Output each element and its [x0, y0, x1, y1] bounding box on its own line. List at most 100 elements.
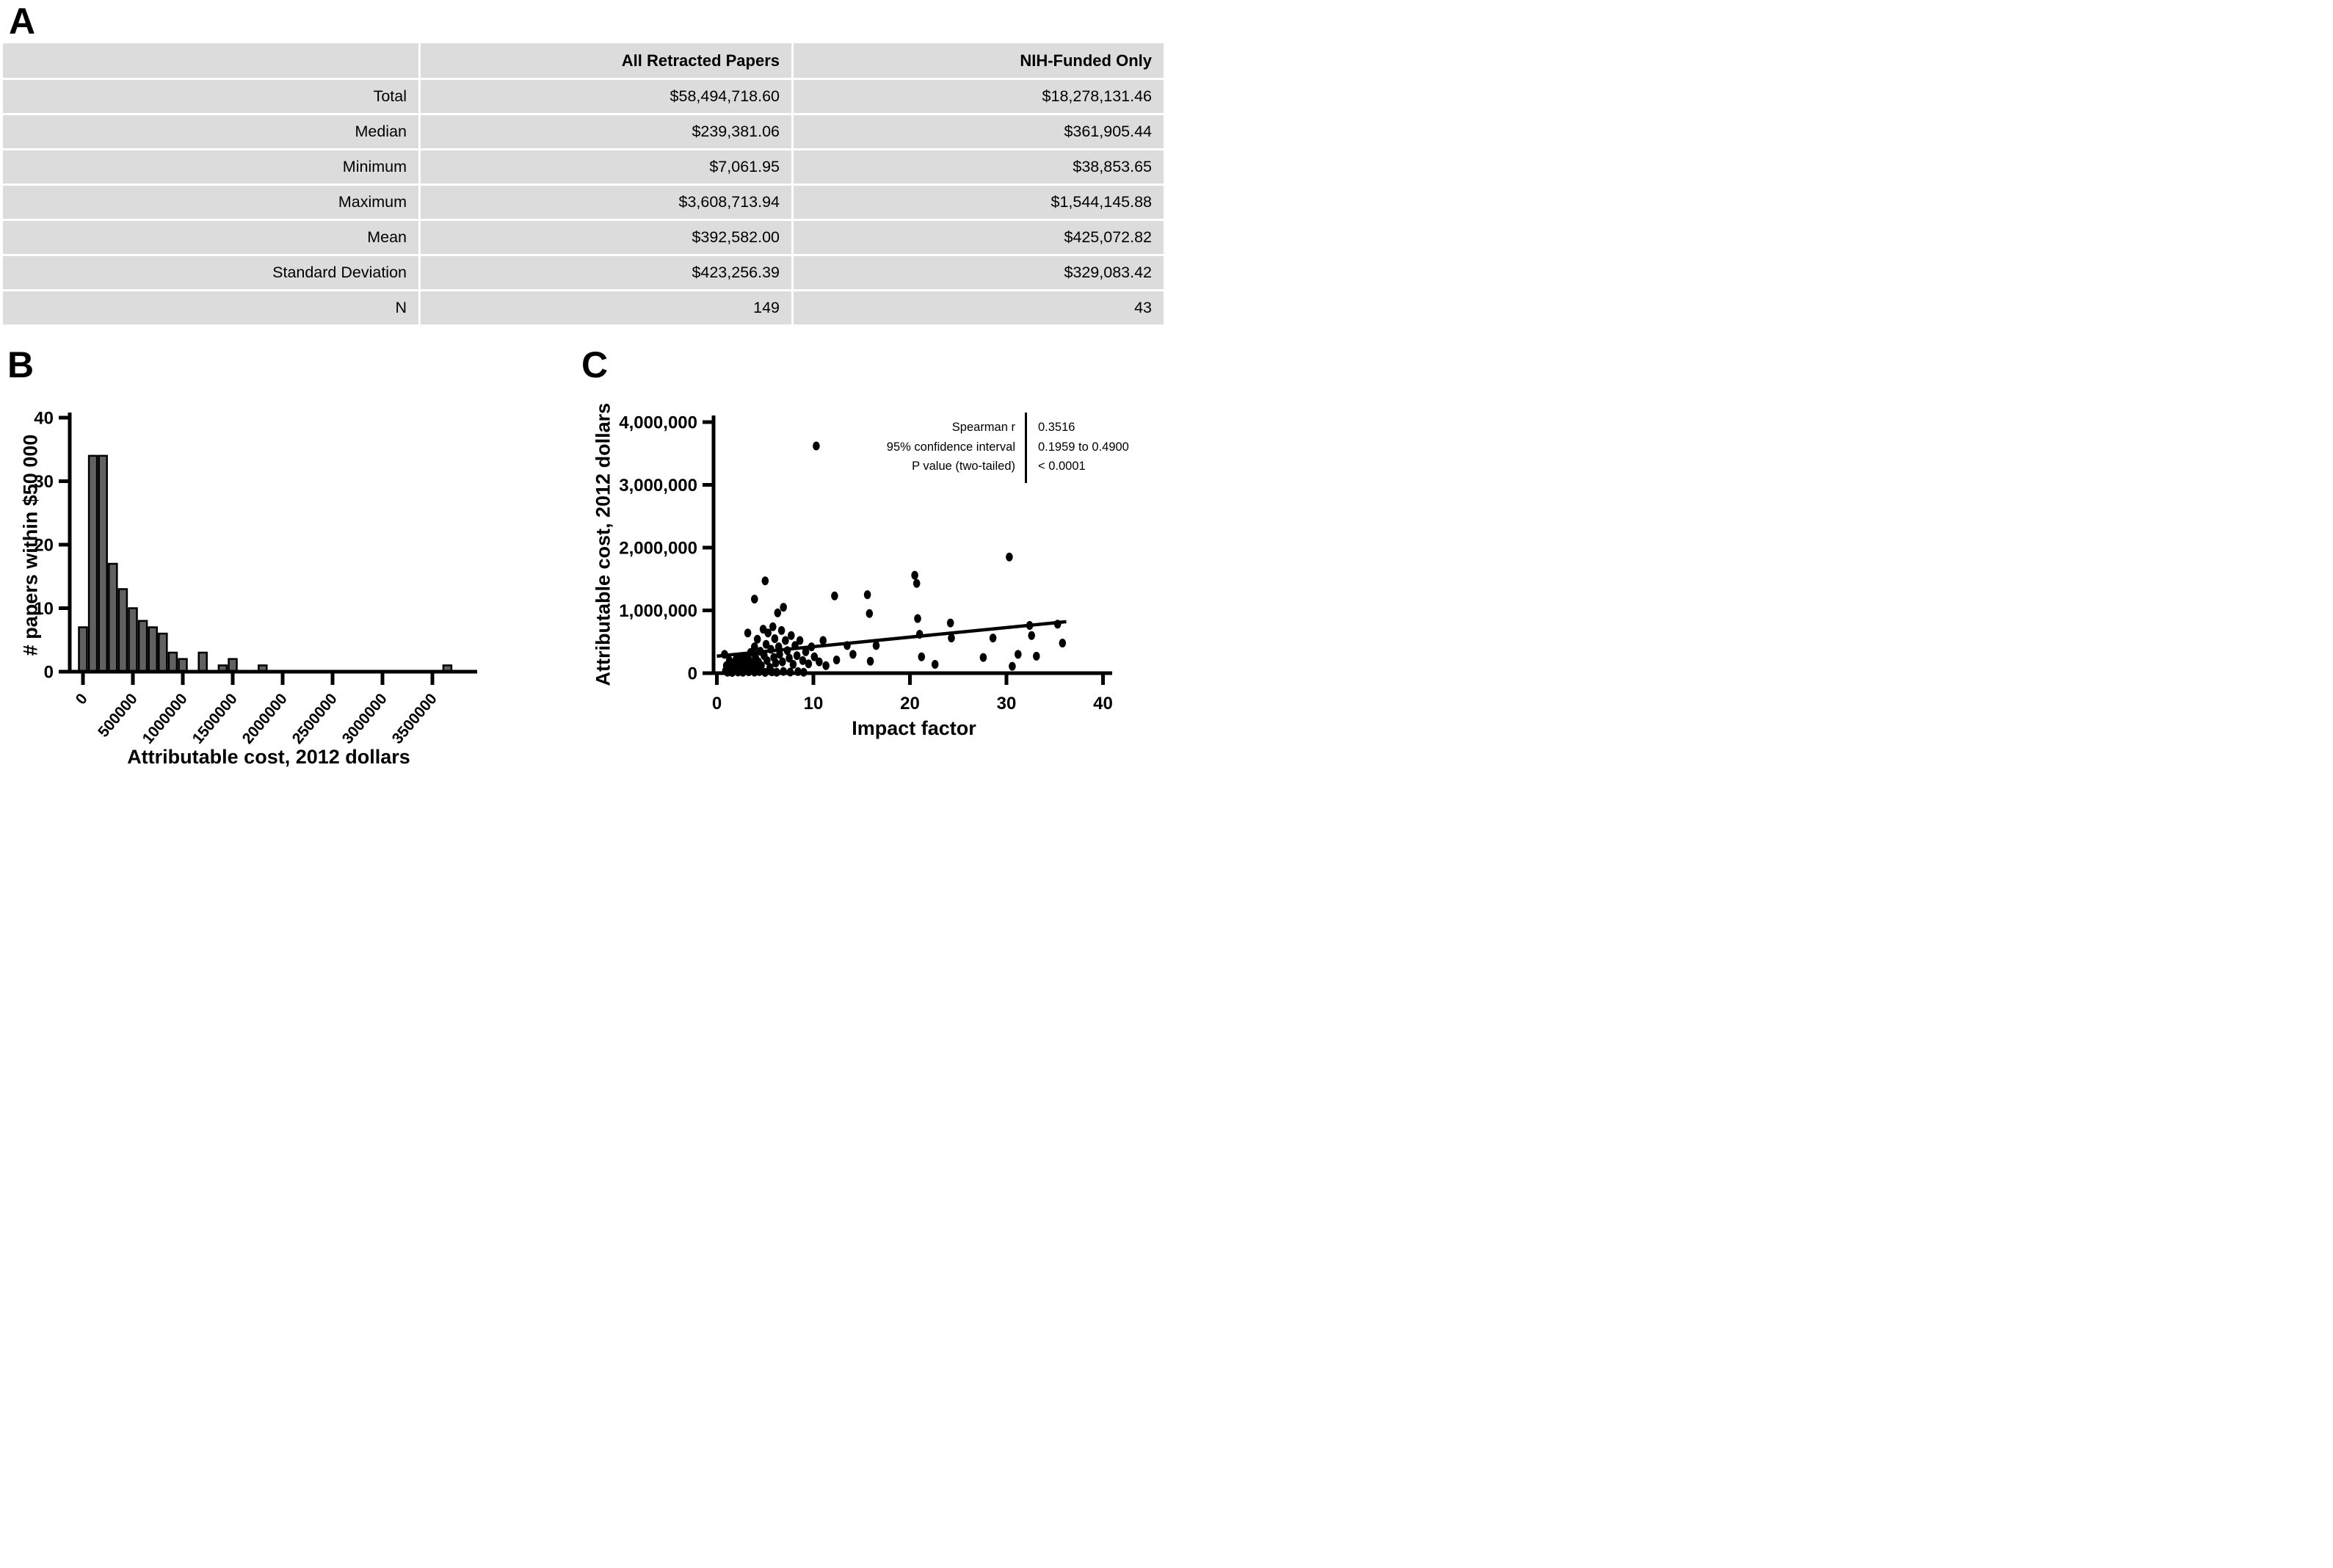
scatter-x-axis-title: Impact factor: [852, 717, 976, 739]
scatter-point: [863, 590, 871, 600]
scatter-point: [979, 653, 987, 662]
x-tick-label: 40: [1093, 694, 1113, 714]
scatter-point: [914, 614, 921, 623]
scatter-point: [946, 618, 954, 628]
y-tick-label: 30: [34, 472, 54, 492]
row-value-nih: $18,278,131.46: [794, 80, 1164, 113]
scatter-point: [802, 647, 810, 656]
scatter-point: [774, 642, 783, 652]
scatter-point: [931, 660, 939, 669]
scatter-point: [758, 661, 765, 670]
stat-spearman-value: 0.3516: [1038, 421, 1075, 434]
panel-a-letter: A: [9, 1, 36, 42]
y-tick-label: 40: [34, 409, 54, 429]
y-tick-label: 0: [688, 664, 697, 684]
scatter-point: [799, 656, 807, 665]
row-label: Maximum: [3, 186, 418, 219]
scatter-point: [767, 645, 774, 654]
y-tick-label: 4,000,000: [619, 413, 697, 433]
scatter-point: [772, 658, 780, 668]
trend-line: [716, 620, 1067, 658]
scatter-point: [822, 661, 830, 670]
table-row: Minimum $7,061.95 $38,853.65: [3, 150, 1164, 184]
scatter-point: [771, 634, 779, 643]
scatter-point: [783, 646, 791, 656]
scatter-point: [831, 591, 838, 600]
y-tick-label: 2,000,000: [619, 539, 697, 559]
scatter-point: [1015, 650, 1022, 659]
scatter-point: [776, 650, 783, 659]
scatter-point: [816, 657, 823, 667]
table-row: N 149 43: [3, 291, 1164, 324]
scatter-point: [1028, 631, 1035, 640]
table-header-nih-funded: NIH-Funded Only: [794, 43, 1164, 78]
summary-table: All Retracted Papers NIH-Funded Only Tot…: [3, 43, 1164, 327]
table-row: Maximum $3,608,713.94 $1,544,145.88: [3, 186, 1164, 219]
histogram-x-axis-title: Attributable cost, 2012 dollars: [127, 746, 410, 768]
scatter-point: [751, 595, 758, 604]
y-tick-label: 10: [34, 599, 54, 619]
row-label: Minimum: [3, 150, 418, 184]
stat-ci-value: 0.1959 to 0.4900: [1038, 440, 1129, 454]
row-value-nih: 43: [794, 291, 1164, 324]
scatter-point: [989, 634, 997, 643]
row-value-nih: $361,905.44: [794, 115, 1164, 148]
stat-pvalue-label: P value (two-tailed): [912, 460, 1015, 473]
scatter-point: [793, 651, 801, 661]
scatter-point: [808, 642, 816, 652]
stat-pvalue-value: < 0.0001: [1038, 460, 1086, 473]
scatter-point: [866, 656, 874, 666]
panel-b-letter: B: [7, 344, 35, 385]
scatter-point: [791, 641, 799, 650]
scatter-point: [1059, 639, 1067, 647]
row-value-nih: $1,544,145.88: [794, 186, 1164, 219]
scatter-point: [1033, 651, 1040, 661]
scatter-point: [813, 441, 820, 451]
x-tick-label: 0: [712, 694, 722, 714]
scatter-point: [777, 625, 785, 635]
scatter-point: [915, 630, 924, 639]
scatter-point: [782, 636, 789, 645]
y-tick-label: 3,000,000: [619, 476, 697, 496]
row-label: N: [3, 291, 418, 324]
table-row: Total $58,494,718.60 $18,278,131.46: [3, 80, 1164, 113]
panel-c-letter: C: [581, 344, 609, 385]
scatter-y-axis-title: Attributable cost, 2012 dollars: [592, 402, 614, 686]
scatter-point: [805, 659, 813, 669]
x-tick-label: 10: [804, 694, 824, 714]
scatter-point: [866, 609, 874, 618]
scatter-point: [764, 628, 772, 638]
scatter-point: [872, 641, 880, 650]
row-value-all: $3,608,713.94: [421, 186, 791, 219]
row-value-nih: $38,853.65: [794, 150, 1164, 184]
scatter-point: [1053, 620, 1062, 629]
row-value-all: $423,256.39: [421, 256, 791, 289]
row-value-all: $392,582.00: [421, 221, 791, 254]
x-tick-label: 30: [997, 694, 1017, 714]
row-label: Standard Deviation: [3, 256, 418, 289]
y-tick-label: 20: [34, 536, 54, 556]
row-label: Total: [3, 80, 418, 113]
scatter-point: [780, 603, 787, 612]
x-tick-label: 20: [900, 694, 920, 714]
table-row: Mean $392,582.00 $425,072.82: [3, 221, 1164, 254]
row-value-all: $239,381.06: [421, 115, 791, 148]
scatter-point: [918, 652, 926, 661]
scatter-point: [785, 653, 793, 663]
scatter-point: [744, 628, 752, 638]
y-tick-label: 1,000,000: [619, 601, 697, 621]
scatter-point: [832, 656, 841, 664]
scatter-point: [810, 652, 819, 661]
scatter-point: [911, 570, 918, 580]
scatter-point: [721, 650, 728, 659]
table-row: Standard Deviation $423,256.39 $329,083.…: [3, 256, 1164, 289]
scatter-point: [761, 576, 769, 586]
stats-divider-line: [1025, 413, 1027, 483]
row-value-nih: $329,083.42: [794, 256, 1164, 289]
row-value-all: 149: [421, 291, 791, 324]
scatter-point: [779, 657, 786, 667]
scatter-point: [849, 650, 857, 659]
stat-ci-label: 95% confidence interval: [886, 440, 1015, 454]
scatter-point: [912, 578, 921, 588]
